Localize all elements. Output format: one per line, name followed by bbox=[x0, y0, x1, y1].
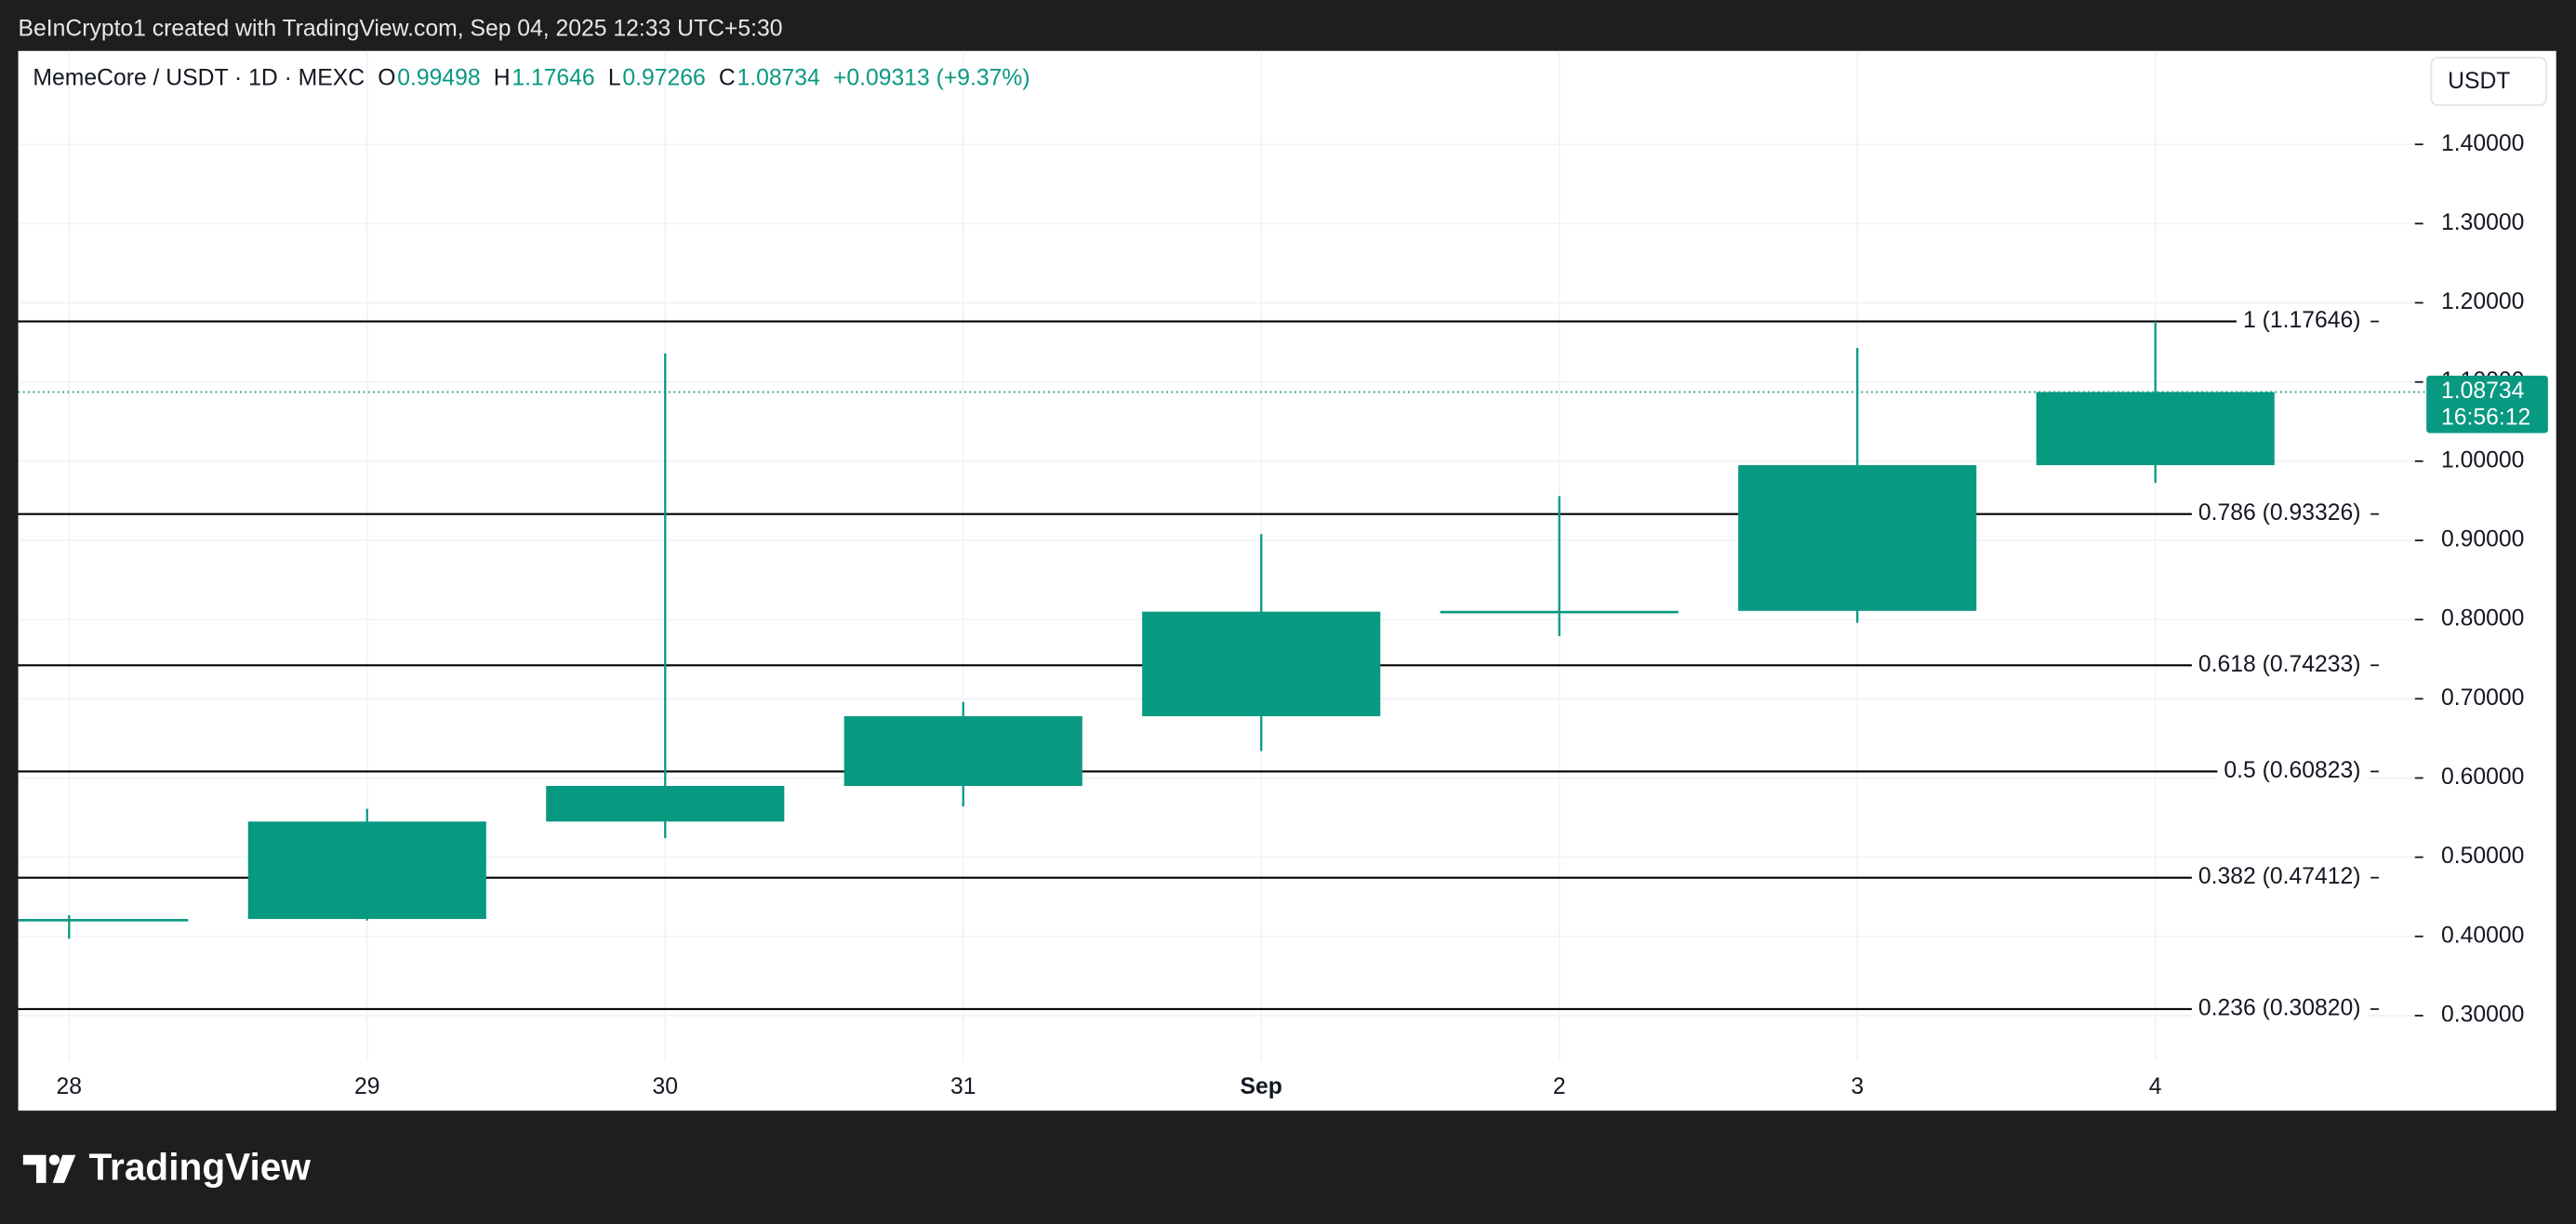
x-tick-label: 2 bbox=[1553, 1074, 1566, 1099]
logo-text: TradingView bbox=[88, 1145, 311, 1188]
legend-value: 1.08734 bbox=[737, 65, 820, 90]
y-tick-label: 1.00000 bbox=[2441, 447, 2524, 472]
x-tick-label: 29 bbox=[354, 1074, 380, 1099]
fib-label-bg bbox=[2191, 994, 2368, 1024]
y-tick-label: 0.60000 bbox=[2441, 765, 2524, 790]
fib-label-bg bbox=[2191, 650, 2368, 681]
y-tick-label: 0.40000 bbox=[2441, 923, 2524, 948]
fib-label: 0.786 (0.93326) bbox=[2198, 500, 2361, 526]
candle-body bbox=[1440, 610, 1679, 614]
fib-label: 1 (1.17646) bbox=[2243, 308, 2360, 333]
y-tick-label: 0.50000 bbox=[2441, 844, 2524, 869]
y-tick-label: 0.80000 bbox=[2441, 606, 2524, 632]
y-tick-label: 1.20000 bbox=[2441, 289, 2524, 314]
fib-label-bg bbox=[2217, 756, 2368, 787]
chart-panel bbox=[18, 50, 2556, 1111]
legend-value: 0.99498 bbox=[397, 65, 480, 90]
legend-letter: C bbox=[719, 65, 736, 90]
currency-label[interactable]: USDT bbox=[2448, 69, 2510, 94]
logo-icon bbox=[22, 1154, 76, 1183]
x-tick-label: 4 bbox=[2149, 1074, 2162, 1099]
legend-value: 0.97266 bbox=[622, 65, 705, 90]
candle-body bbox=[546, 785, 785, 822]
logo-shape bbox=[52, 1154, 76, 1183]
countdown-label: 16:56:12 bbox=[2441, 405, 2530, 430]
x-tick-label: 28 bbox=[57, 1074, 83, 1099]
attribution: BeInCrypto1 created with TradingView.com… bbox=[19, 16, 783, 41]
x-tick-label: Sep bbox=[1241, 1074, 1282, 1099]
legend-letter: O bbox=[378, 65, 395, 90]
fib-label: 0.5 (0.60823) bbox=[2224, 758, 2360, 783]
y-tick-label: 1.30000 bbox=[2441, 210, 2524, 235]
candle-body bbox=[0, 919, 189, 922]
currency-button[interactable] bbox=[2430, 56, 2547, 106]
candle-body bbox=[843, 716, 1082, 786]
logo-dot bbox=[48, 1154, 60, 1165]
y-tick-label: 0.90000 bbox=[2441, 527, 2524, 552]
last-price-label: 1.08734 bbox=[2441, 379, 2525, 404]
panel-edge bbox=[0, 50, 19, 1111]
symbol: MemeCore / USDT · 1D · MEXC bbox=[33, 65, 365, 90]
logo-shape bbox=[22, 1154, 46, 1183]
legend-letter: H bbox=[494, 65, 511, 90]
fib-label-bg bbox=[2191, 862, 2368, 893]
fib-label-bg bbox=[2236, 306, 2368, 337]
legend-change: +0.09313 (+9.37%) bbox=[833, 65, 1030, 90]
fib-label-bg bbox=[2191, 499, 2368, 529]
x-tick-label: 3 bbox=[1851, 1074, 1864, 1099]
fib-label: 0.236 (0.30820) bbox=[2198, 995, 2361, 1020]
y-tick-label: 1.40000 bbox=[2441, 131, 2524, 156]
candle-body bbox=[1738, 465, 1977, 611]
candle-body bbox=[247, 821, 486, 920]
fib-label: 0.382 (0.47412) bbox=[2198, 864, 2361, 889]
x-tick-label: 31 bbox=[950, 1074, 976, 1099]
y-tick-label: 0.70000 bbox=[2441, 685, 2524, 711]
legend-letter: L bbox=[608, 65, 621, 90]
fib-label: 0.618 (0.74233) bbox=[2198, 652, 2361, 677]
legend-value: 1.17646 bbox=[511, 65, 594, 90]
candle-body bbox=[2036, 392, 2275, 466]
y-tick-label: 0.30000 bbox=[2441, 1002, 2524, 1027]
x-tick-label: 30 bbox=[653, 1074, 679, 1099]
last-price-tag bbox=[2426, 375, 2548, 433]
candle-body bbox=[1142, 611, 1381, 717]
